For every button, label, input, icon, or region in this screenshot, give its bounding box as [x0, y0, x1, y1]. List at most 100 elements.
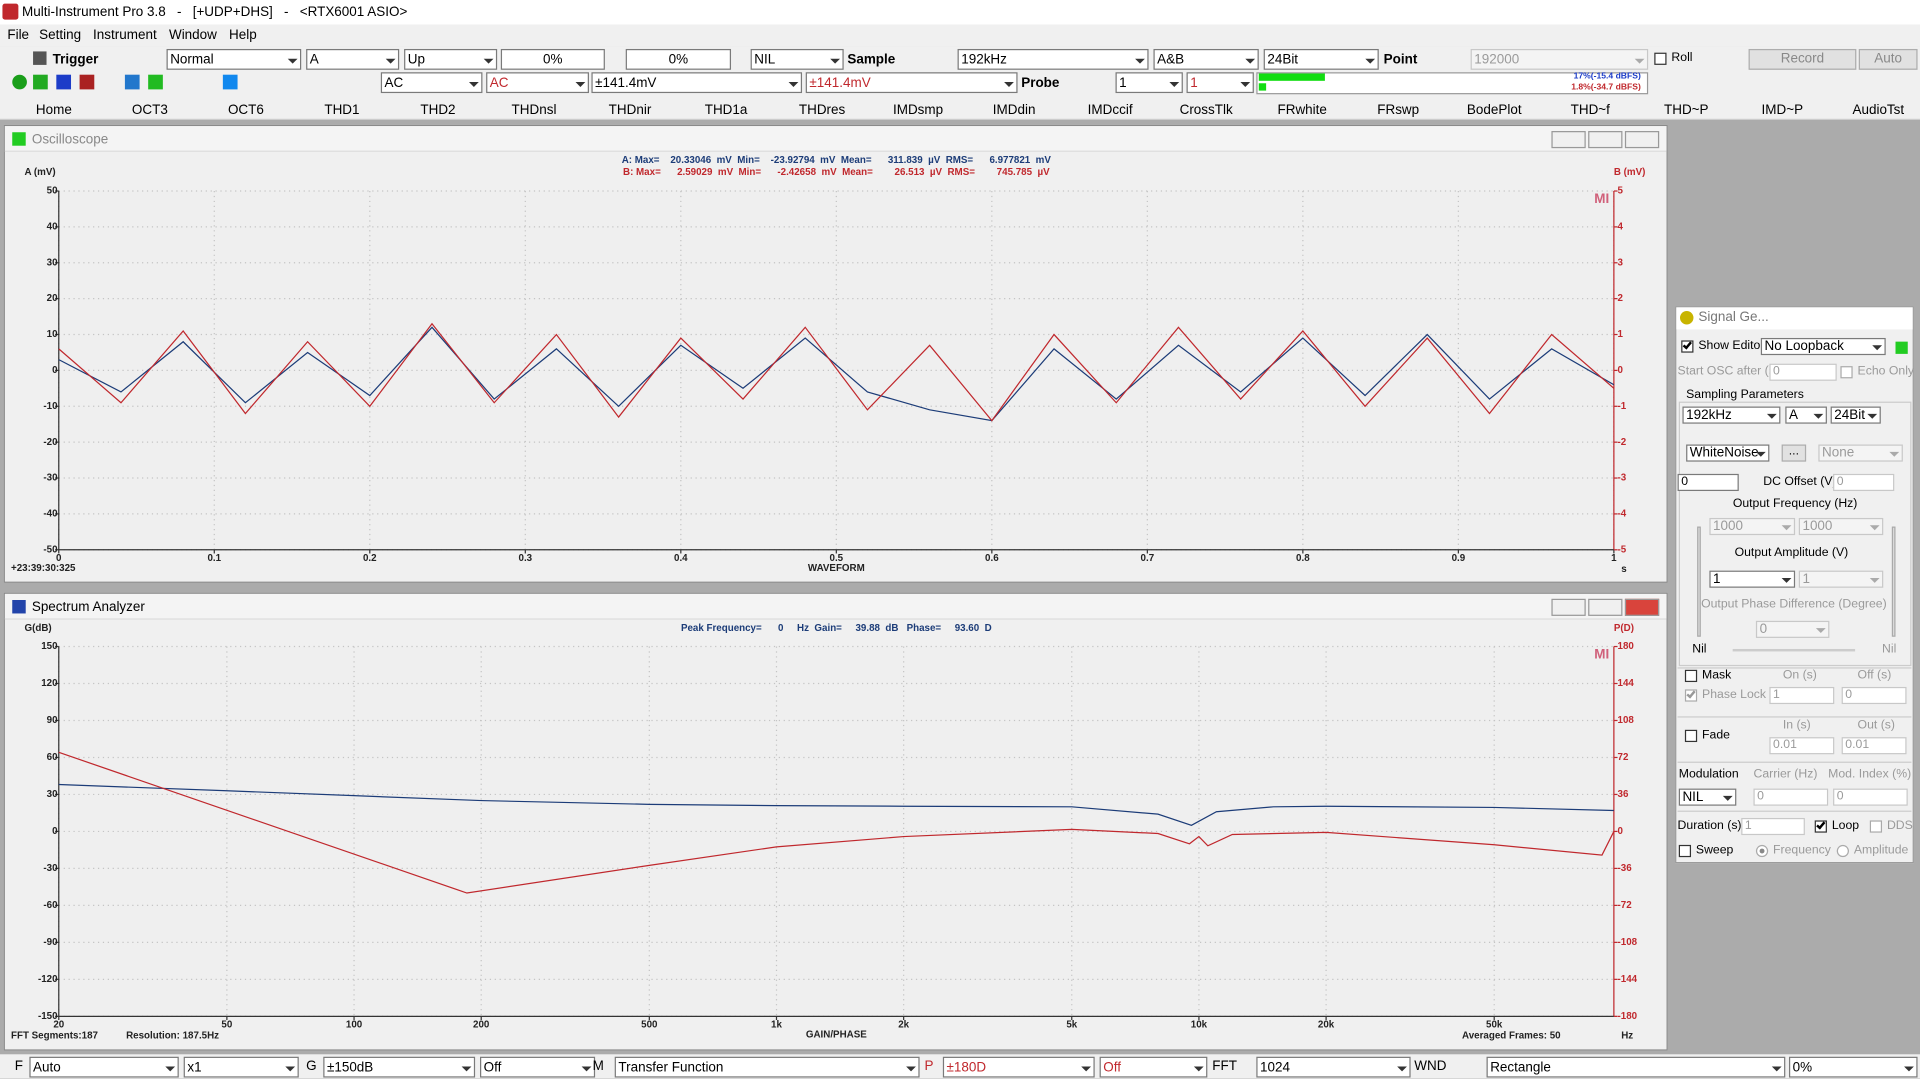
- combo-box[interactable]: [1760, 337, 1886, 356]
- button[interactable]: [1748, 48, 1857, 70]
- combo-box[interactable]: [1256, 1056, 1411, 1078]
- input-box[interactable]: [1841, 737, 1907, 755]
- combo-box[interactable]: [591, 72, 803, 94]
- tab[interactable]: OCT3: [131, 102, 168, 118]
- combo-box[interactable]: [166, 48, 302, 70]
- combo-box[interactable]: [1263, 48, 1379, 70]
- combo-box[interactable]: [1153, 48, 1259, 70]
- window-button[interactable]: [1551, 131, 1586, 149]
- y-tick-label: -90: [43, 937, 58, 948]
- checkbox[interactable]: [1681, 340, 1694, 353]
- input-box[interactable]: [1769, 363, 1837, 381]
- input-box[interactable]: [1677, 473, 1739, 492]
- tab[interactable]: IMDsmp: [892, 102, 944, 118]
- tab[interactable]: FRwhite: [1277, 102, 1327, 118]
- window-button[interactable]: [1624, 598, 1660, 616]
- combo-box[interactable]: [1099, 1056, 1208, 1078]
- tab[interactable]: THDnsl: [511, 102, 557, 118]
- tab[interactable]: IMD~P: [1761, 102, 1804, 118]
- window-button[interactable]: [1588, 598, 1623, 616]
- combo-box[interactable]: [1709, 517, 1796, 536]
- combo-box[interactable]: [480, 1056, 596, 1078]
- combo-box[interactable]: [1682, 406, 1781, 424]
- combo-box[interactable]: [750, 48, 844, 70]
- radio[interactable]: [1836, 844, 1849, 858]
- checkbox[interactable]: [1840, 366, 1853, 379]
- combo-box[interactable]: [306, 48, 400, 70]
- combo-box[interactable]: [1486, 1056, 1786, 1078]
- tab[interactable]: THDres: [798, 102, 846, 118]
- window-button[interactable]: [1624, 131, 1660, 149]
- input-box[interactable]: [1769, 737, 1835, 755]
- input-box[interactable]: [1741, 817, 1805, 836]
- tab[interactable]: THD1a: [704, 102, 748, 118]
- button[interactable]: [1781, 444, 1807, 462]
- combo-box[interactable]: [1755, 620, 1830, 638]
- menu-item[interactable]: File: [7, 28, 30, 43]
- input-box[interactable]: [625, 48, 732, 70]
- tool-icon[interactable]: [148, 74, 163, 90]
- checkbox[interactable]: [1684, 669, 1698, 683]
- combo-box[interactable]: [805, 72, 1018, 94]
- checkbox[interactable]: [1654, 52, 1667, 65]
- combo-box[interactable]: [1678, 788, 1737, 806]
- combo-box[interactable]: [957, 48, 1149, 70]
- tool-icon[interactable]: [79, 74, 95, 90]
- tab[interactable]: FRswp: [1377, 102, 1420, 118]
- combo-box[interactable]: [486, 72, 589, 94]
- checkbox[interactable]: [1814, 820, 1827, 833]
- combo-box[interactable]: [1186, 72, 1254, 94]
- input-box[interactable]: [1841, 686, 1907, 705]
- combo-box[interactable]: [1686, 444, 1770, 462]
- tab[interactable]: BodePlot: [1466, 102, 1522, 118]
- tab[interactable]: THD~P: [1664, 102, 1709, 118]
- checkbox[interactable]: [1684, 689, 1698, 702]
- menu-item[interactable]: Help: [228, 28, 257, 43]
- tool-icon[interactable]: [124, 74, 140, 90]
- tab[interactable]: AudioTst: [1852, 102, 1905, 118]
- combo-box[interactable]: [1818, 444, 1903, 462]
- combo-box[interactable]: [1788, 1056, 1918, 1078]
- input-box[interactable]: [1769, 686, 1835, 705]
- combo-box[interactable]: [323, 1056, 476, 1078]
- checkbox[interactable]: [1684, 729, 1698, 743]
- tab[interactable]: OCT6: [227, 102, 264, 118]
- input-box[interactable]: [1833, 473, 1895, 492]
- input-box[interactable]: [500, 48, 605, 70]
- combo-box[interactable]: [1709, 570, 1796, 588]
- tab[interactable]: THDnir: [608, 102, 652, 118]
- tab[interactable]: Home: [35, 102, 72, 118]
- tab[interactable]: CrossTlk: [1179, 102, 1233, 118]
- tool-icon[interactable]: [33, 74, 48, 90]
- checkbox[interactable]: [1869, 820, 1883, 833]
- tool-icon[interactable]: [12, 74, 27, 90]
- combo-box[interactable]: [1785, 406, 1827, 424]
- combo-box[interactable]: [1115, 72, 1183, 94]
- window-button[interactable]: [1551, 598, 1586, 616]
- menu-item[interactable]: Instrument: [93, 28, 157, 43]
- tool-icon[interactable]: [56, 74, 72, 90]
- combo-box[interactable]: [942, 1056, 1095, 1078]
- combo-box[interactable]: [29, 1056, 179, 1078]
- combo-box[interactable]: [1798, 570, 1884, 588]
- tab[interactable]: THD1: [324, 102, 360, 118]
- tab[interactable]: IMDdin: [992, 102, 1036, 118]
- tab[interactable]: THD~f: [1570, 102, 1610, 118]
- input-box[interactable]: [1833, 788, 1908, 806]
- menu-item[interactable]: Window: [168, 28, 217, 43]
- tool-icon[interactable]: [222, 74, 238, 90]
- combo-box[interactable]: [614, 1056, 920, 1078]
- combo-box[interactable]: [380, 72, 483, 94]
- input-box[interactable]: [1753, 788, 1829, 806]
- checkbox[interactable]: [1678, 844, 1692, 858]
- window-button[interactable]: [1588, 131, 1623, 149]
- button[interactable]: [1858, 48, 1918, 70]
- combo-box[interactable]: [1830, 406, 1881, 424]
- combo-box[interactable]: [1798, 517, 1884, 536]
- tab[interactable]: THD2: [420, 102, 456, 118]
- combo-box[interactable]: [404, 48, 498, 70]
- menu-item[interactable]: Setting: [39, 28, 82, 43]
- combo-box[interactable]: [183, 1056, 299, 1078]
- tab[interactable]: IMDccif: [1087, 102, 1133, 118]
- combo-box[interactable]: [1470, 48, 1649, 70]
